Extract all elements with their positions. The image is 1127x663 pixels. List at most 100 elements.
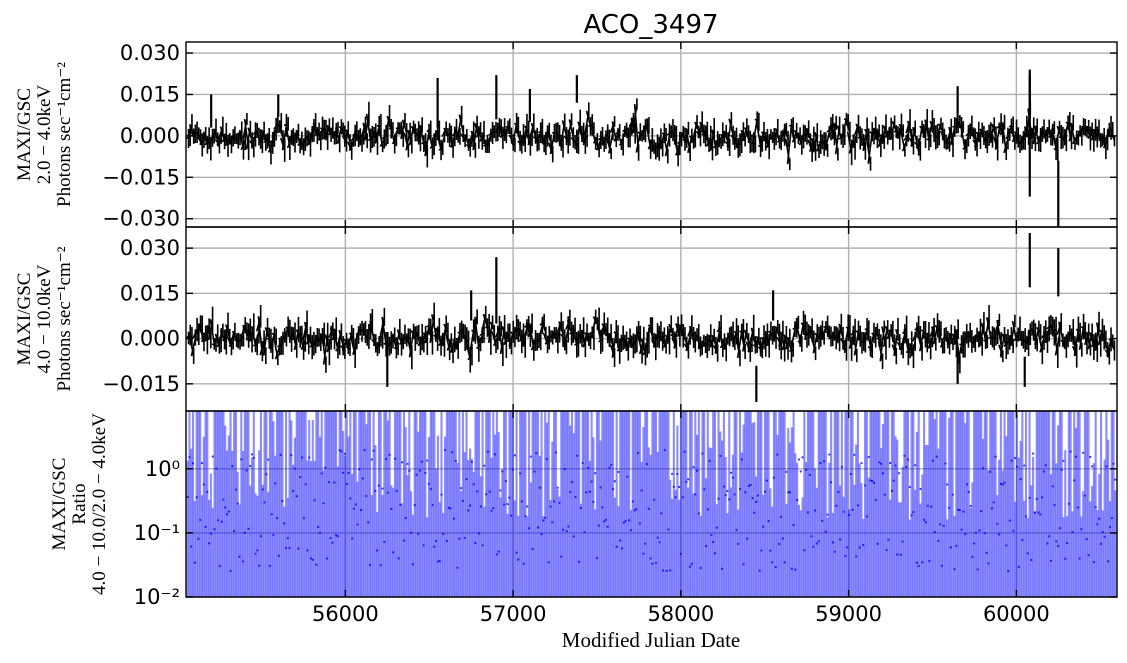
series-line [713, 142, 719, 149]
ratio-point [495, 553, 498, 556]
series-line [991, 337, 997, 340]
y-axis-label-line: Photons sec⁻¹cm⁻² [54, 246, 75, 391]
series-line [298, 140, 305, 148]
ratio-point [613, 480, 616, 483]
series-line [398, 341, 404, 345]
ratio-point [376, 549, 379, 552]
series-line [438, 147, 444, 151]
ratio-point [261, 488, 264, 491]
series-line [254, 331, 260, 346]
ratio-point [939, 523, 942, 526]
series-line [859, 136, 865, 141]
ratio-point [549, 505, 552, 508]
series-line [393, 127, 399, 140]
ratio-point [538, 486, 541, 489]
ratio-point [284, 546, 288, 550]
ratio-point [227, 510, 230, 513]
ratio-point [883, 493, 886, 496]
ratio-point [245, 469, 248, 472]
ratio-point [729, 471, 733, 474]
ratio-point [397, 557, 400, 560]
series-line [207, 137, 214, 150]
ratio-point [937, 539, 940, 543]
y-axis-label-line: 2.0 − 4.0keV [34, 85, 55, 185]
series-line [405, 334, 411, 340]
ratio-point [599, 486, 602, 489]
series-line [929, 120, 935, 131]
series-line [967, 125, 973, 132]
series-line [867, 131, 874, 164]
series-line [530, 122, 537, 138]
panel-3-series [186, 411, 1117, 597]
ratio-point [334, 534, 338, 537]
ratio-point [1046, 542, 1049, 545]
series-line [914, 141, 920, 148]
series-line [267, 142, 274, 153]
series-line [206, 137, 212, 150]
series-line [1025, 333, 1032, 344]
series-line [291, 332, 298, 351]
series-line [553, 334, 559, 343]
ratio-point [443, 448, 447, 452]
ratio-point [427, 482, 431, 485]
series-line [263, 140, 268, 144]
ratio-point [300, 456, 304, 459]
series-line [398, 126, 405, 140]
ratio-point [515, 551, 518, 554]
ratio-point [225, 513, 229, 516]
series-line [584, 332, 590, 340]
series-line [977, 331, 983, 347]
ratio-point [349, 497, 352, 500]
ratio-point [769, 549, 772, 552]
series-line [1109, 340, 1116, 351]
series-line [238, 336, 245, 341]
series-line [310, 122, 317, 131]
series-line [199, 139, 205, 146]
series-line [348, 140, 355, 151]
series-line [694, 121, 700, 132]
ratio-point [812, 545, 815, 548]
ratio-point [851, 508, 854, 512]
series-line [919, 329, 925, 352]
ratio-point [880, 462, 883, 465]
ratio-point [790, 567, 793, 570]
ratio-point [374, 489, 377, 493]
series-line [259, 340, 265, 356]
series-line [1077, 330, 1083, 350]
ratio-point [808, 473, 811, 476]
ratio-point [749, 483, 752, 487]
ratio-point [635, 508, 638, 511]
ratio-point [840, 465, 843, 468]
series-line [788, 124, 794, 129]
ratio-point [594, 472, 597, 475]
ratio-point [681, 496, 684, 499]
panel-1-y-axis-label: MAXI/GSC2.0 − 4.0keVPhotons sec⁻¹cm⁻² [14, 62, 75, 207]
series-line [424, 131, 430, 157]
ratio-point [208, 542, 211, 545]
ratio-point [694, 493, 697, 496]
series-line [242, 118, 248, 141]
series-line [505, 332, 511, 337]
ratio-point [1001, 483, 1004, 486]
ratio-point [905, 466, 908, 469]
ratio-point [472, 483, 475, 486]
ratio-point [792, 524, 795, 527]
series-line [812, 132, 819, 153]
series-line [359, 136, 365, 144]
series-line [992, 136, 999, 150]
ratio-point [756, 494, 759, 497]
y-axis-label-line: MAXI/GSC [14, 88, 35, 181]
series-line [699, 121, 705, 135]
series-line [810, 137, 817, 153]
ratio-point [499, 489, 502, 492]
ratio-point [277, 554, 280, 557]
series-line [802, 326, 808, 336]
series-line [764, 333, 770, 347]
series-line [328, 328, 334, 338]
series-line [608, 333, 614, 345]
ratio-point [1105, 465, 1108, 468]
series-line [321, 334, 327, 365]
ratio-point [856, 504, 860, 507]
ratio-point [519, 472, 522, 475]
